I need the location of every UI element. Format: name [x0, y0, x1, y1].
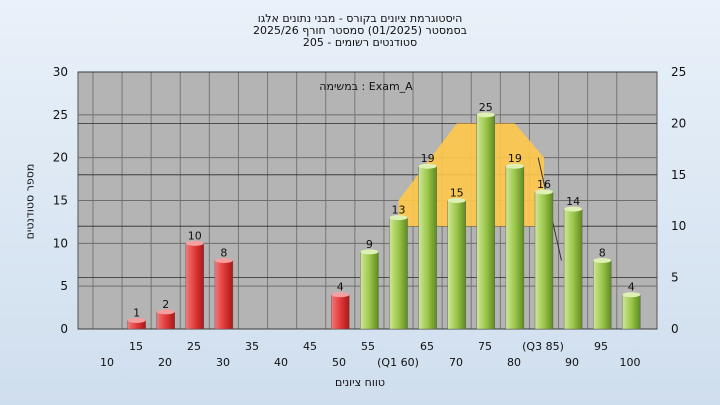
bar-14: [622, 294, 641, 330]
bar-1: [156, 311, 175, 330]
bar-cap-14: [622, 292, 641, 298]
bar-cap-4: [331, 292, 350, 298]
chart-title-line-1: היסטוגרמת ציונים בקורס - מבני נתונים אלג…: [257, 12, 463, 25]
x-tick-label-row2: 40: [274, 356, 288, 369]
bar-cap-5: [360, 249, 379, 255]
y-tick-label: 15: [53, 194, 68, 208]
bar-value-label-1: 2: [162, 298, 169, 311]
bar-2: [185, 243, 205, 330]
bar-9: [476, 114, 495, 330]
bar-cap-1: [156, 309, 175, 315]
bar-7: [418, 166, 437, 330]
x-tick-label-row2: 50: [332, 356, 346, 369]
bar-value-label-10: 19: [508, 152, 522, 165]
bar-value-label-0: 1: [133, 306, 140, 319]
x-tick-label-row2: 80: [507, 356, 521, 369]
x-tick-label-row1: 95: [594, 340, 608, 353]
bar-value-label-8: 15: [450, 187, 464, 200]
bar-cap-7: [418, 163, 437, 169]
bar-cap-9: [476, 112, 495, 118]
bar-6: [389, 217, 408, 330]
x-axis-title: טווח ציונים: [335, 376, 385, 389]
x-tick-label-row2: 100: [620, 356, 641, 369]
bar-12: [563, 208, 583, 330]
x-tick-label-row1: 35: [245, 340, 259, 353]
bar-value-label-11: 16: [537, 178, 551, 191]
y-tick-label: 20: [53, 151, 68, 165]
bar-value-label-12: 14: [566, 195, 580, 208]
x-tick-label-row2: 90: [565, 356, 579, 369]
bar-cap-11: [535, 189, 553, 195]
bar-13: [593, 260, 612, 330]
bar-value-label-3: 8: [220, 246, 227, 259]
x-tick-label-row1: (Q3 85): [522, 340, 564, 353]
y-tick-label: 25: [53, 108, 68, 122]
y2-tick-label: 10: [671, 219, 686, 233]
y2-tick-label: 20: [671, 116, 686, 130]
x-tick-label-row2: 30: [216, 356, 230, 369]
chart-title-line-2: בסמסטר (01/2025) סמסטר חורף 2025/26: [253, 24, 467, 37]
bar-cap-13: [593, 257, 612, 263]
bar-10: [505, 166, 525, 330]
x-tick-label-row2: 70: [449, 356, 463, 369]
x-tick-label-row1: 45: [303, 340, 317, 353]
bar-8: [447, 200, 466, 330]
x-tick-label-row1: 15: [129, 340, 143, 353]
bar-value-label-14: 4: [628, 281, 635, 294]
y2-tick-label: 25: [671, 65, 686, 79]
bar-cap-12: [564, 206, 583, 212]
bar-11: [534, 191, 554, 330]
y2-tick-label: 5: [671, 271, 679, 285]
bar-value-label-13: 8: [599, 246, 606, 259]
bar-cap-3: [214, 257, 233, 263]
bar-cap-10: [505, 163, 524, 169]
y-tick-label: 10: [53, 236, 68, 250]
x-tick-label-row2: (Q1 60): [377, 356, 419, 369]
bar-value-label-4: 4: [337, 281, 344, 294]
bar-value-label-9: 25: [479, 101, 493, 114]
bar-value-label-6: 13: [392, 204, 406, 217]
bar-3: [214, 260, 234, 330]
bar-4: [331, 294, 350, 330]
y2-tick-label: 15: [671, 168, 686, 182]
bar-cap-2: [185, 240, 204, 246]
y-axis-title: מספר סטודנטים: [23, 163, 37, 240]
chart-annotation: במשימה : Exam_A: [319, 80, 413, 93]
bar-value-label-5: 9: [366, 238, 373, 251]
x-tick-label-row1: 55: [361, 340, 375, 353]
x-tick-label-row1: 65: [420, 340, 434, 353]
y-tick-label: 5: [60, 279, 68, 293]
bar-value-label-2: 10: [188, 229, 202, 242]
bar-5: [360, 251, 379, 330]
x-tick-label-row2: 20: [158, 356, 172, 369]
bar-cap-8: [447, 198, 466, 203]
x-tick-label-row2: 10: [100, 356, 114, 369]
bar-cap-0: [127, 317, 146, 323]
y2-tick-label: 0: [671, 322, 679, 336]
bar-value-label-7: 19: [421, 152, 435, 165]
y-tick-label: 30: [53, 65, 68, 79]
x-tick-label-row1: 75: [478, 340, 492, 353]
y-tick-label: 0: [60, 322, 68, 336]
x-tick-label-row1: 25: [187, 340, 201, 353]
bar-cap-6: [389, 215, 408, 221]
chart-title-line-3: סטודנטים רשומים - 205: [302, 36, 418, 49]
